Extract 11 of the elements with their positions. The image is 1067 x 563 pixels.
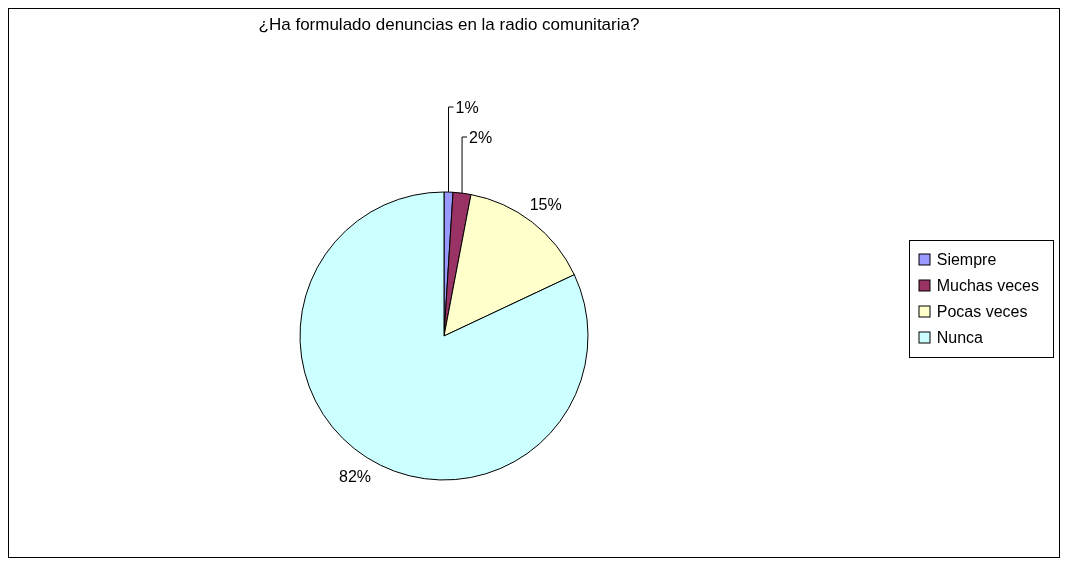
- data-label: 15%: [529, 196, 562, 214]
- legend-label: Muchas veces: [936, 277, 1039, 295]
- pie-slice: [299, 191, 589, 481]
- data-label: 82%: [339, 467, 372, 485]
- data-label: 2%: [469, 128, 493, 146]
- legend-label: Siempre: [936, 251, 997, 269]
- legend-label: Pocas veces: [936, 303, 1028, 321]
- pie-slice: [443, 194, 575, 337]
- chart-title: ¿Ha formulado denuncias en la radio comunitaria?: [257, 15, 641, 35]
- legend-label: Nunca: [936, 329, 983, 347]
- data-label: 1%: [455, 98, 479, 116]
